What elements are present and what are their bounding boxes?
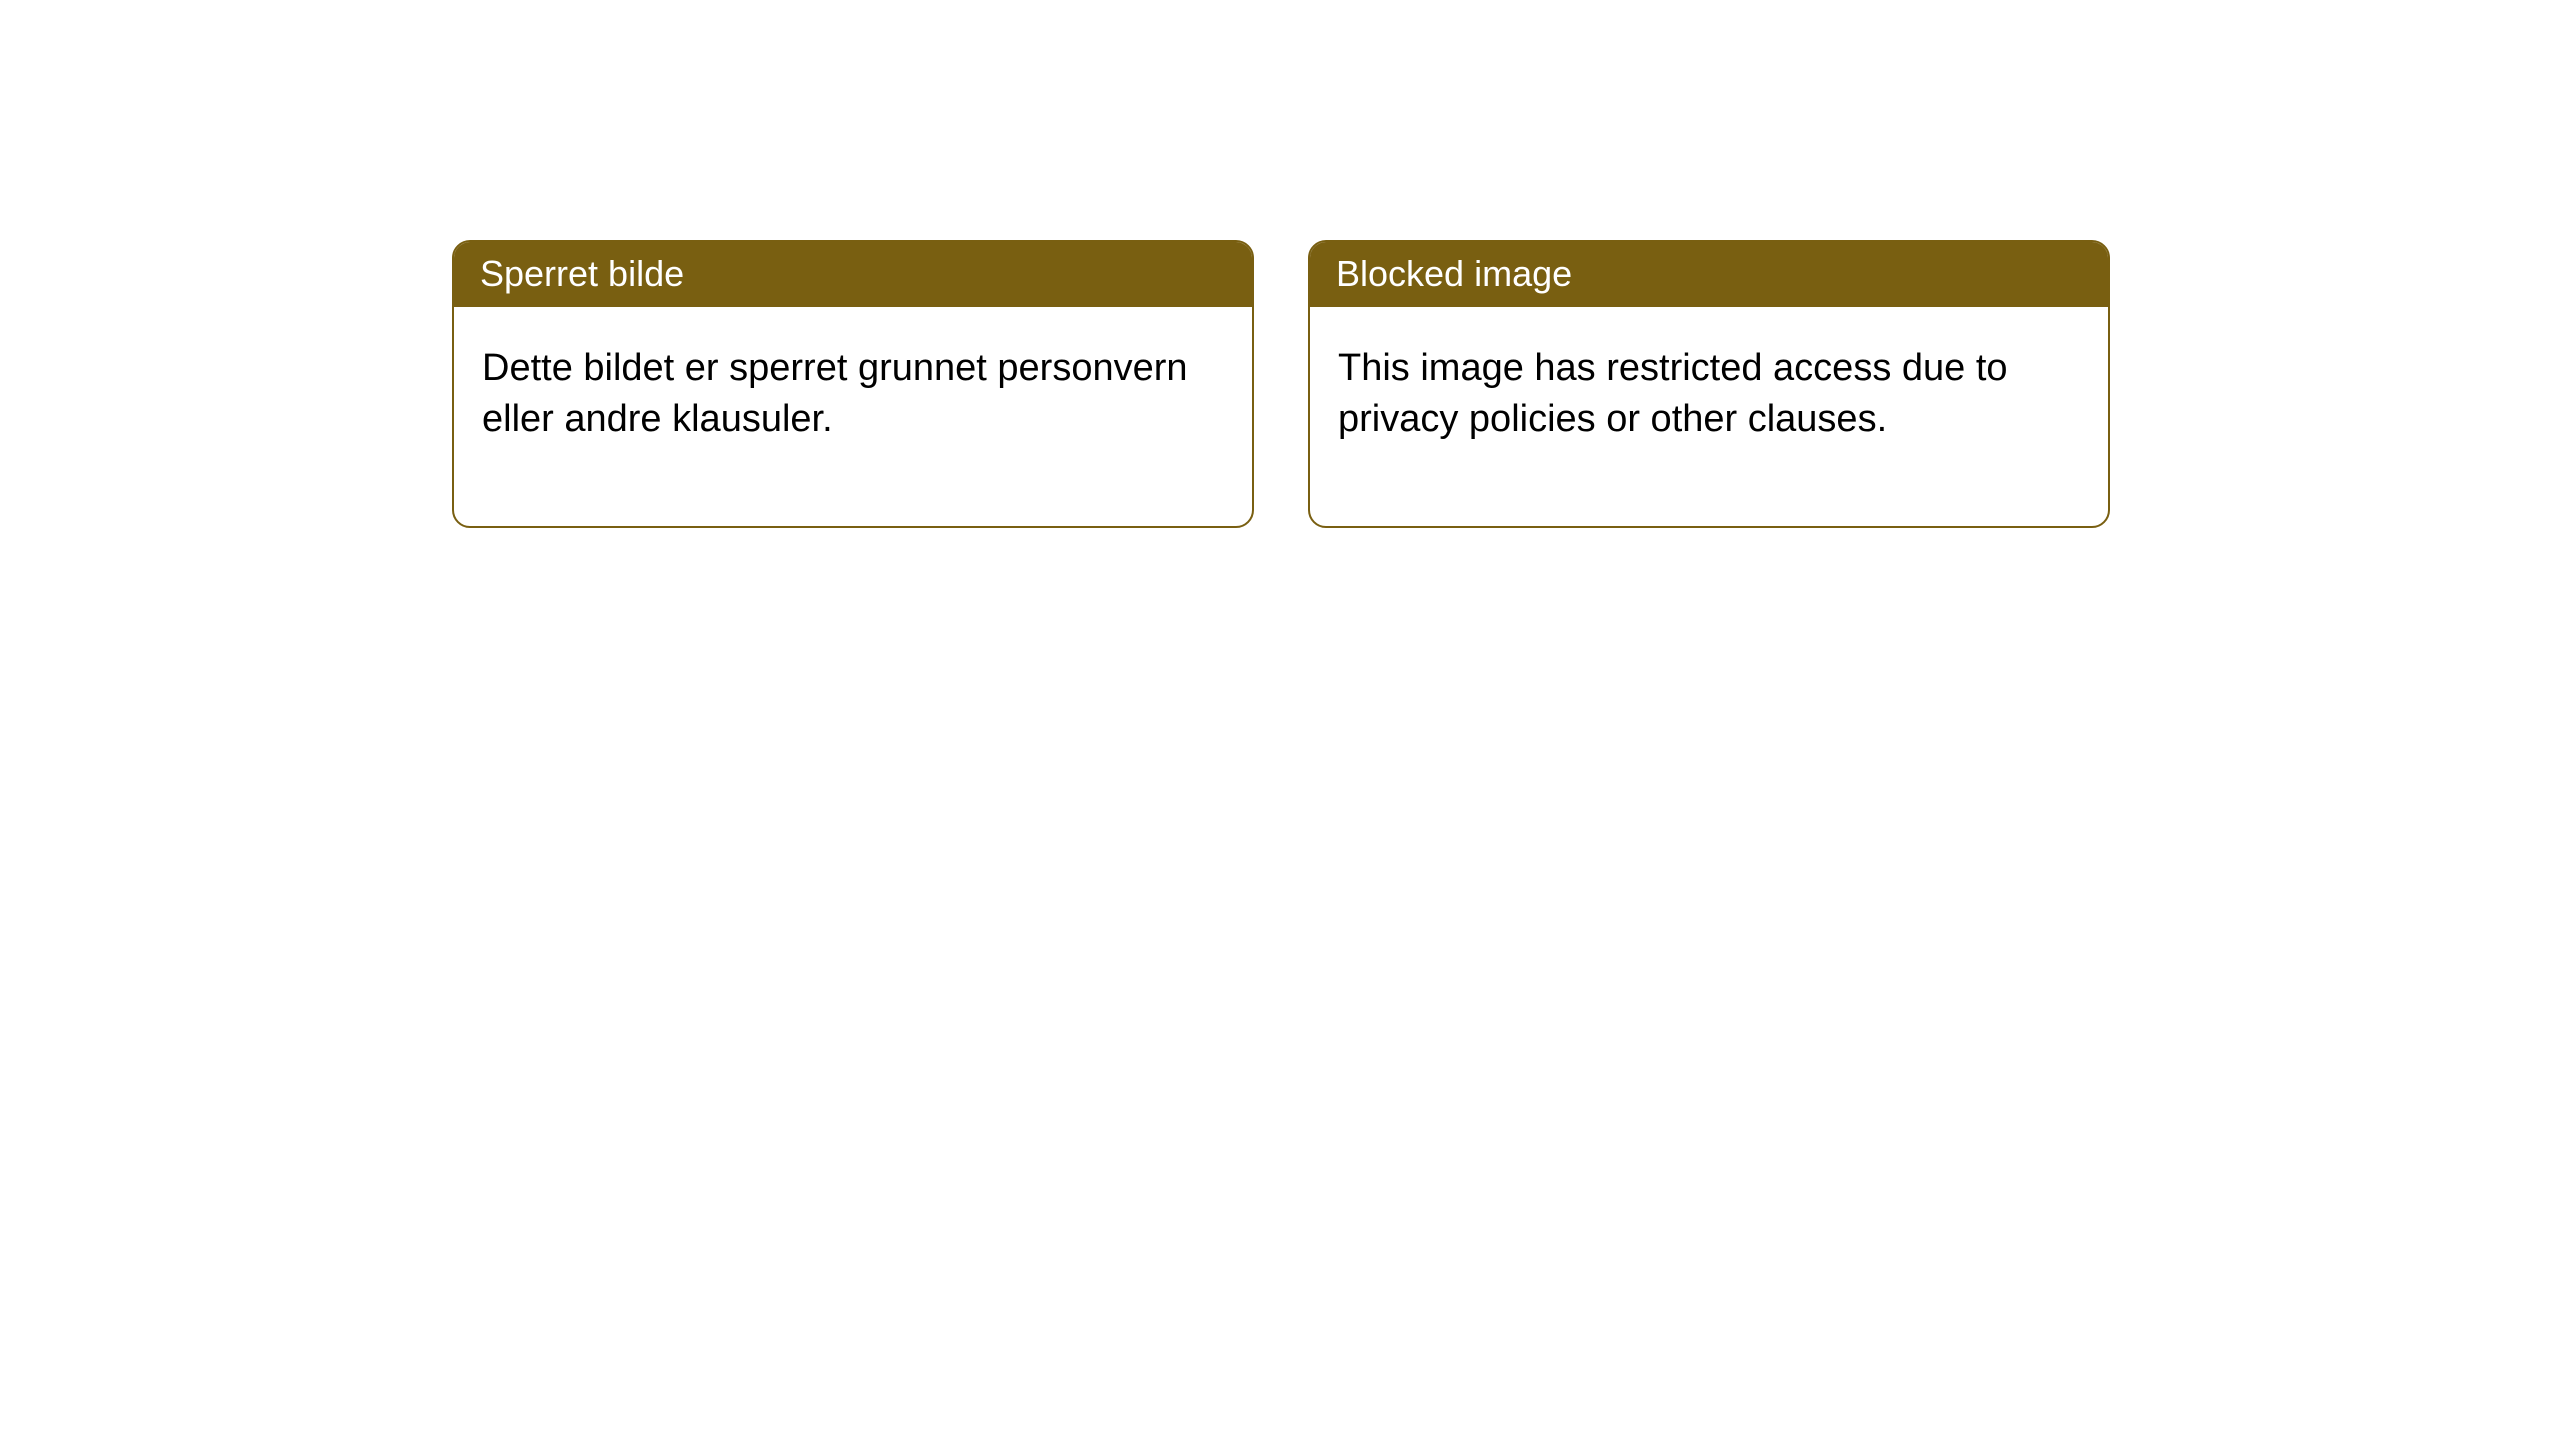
notice-card-english: Blocked image This image has restricted … [1308, 240, 2110, 528]
notice-card-norwegian: Sperret bilde Dette bildet er sperret gr… [452, 240, 1254, 528]
notice-title: Sperret bilde [454, 242, 1252, 307]
notice-container: Sperret bilde Dette bildet er sperret gr… [452, 240, 2110, 528]
notice-body: Dette bildet er sperret grunnet personve… [454, 307, 1252, 526]
notice-title: Blocked image [1310, 242, 2108, 307]
notice-body: This image has restricted access due to … [1310, 307, 2108, 526]
